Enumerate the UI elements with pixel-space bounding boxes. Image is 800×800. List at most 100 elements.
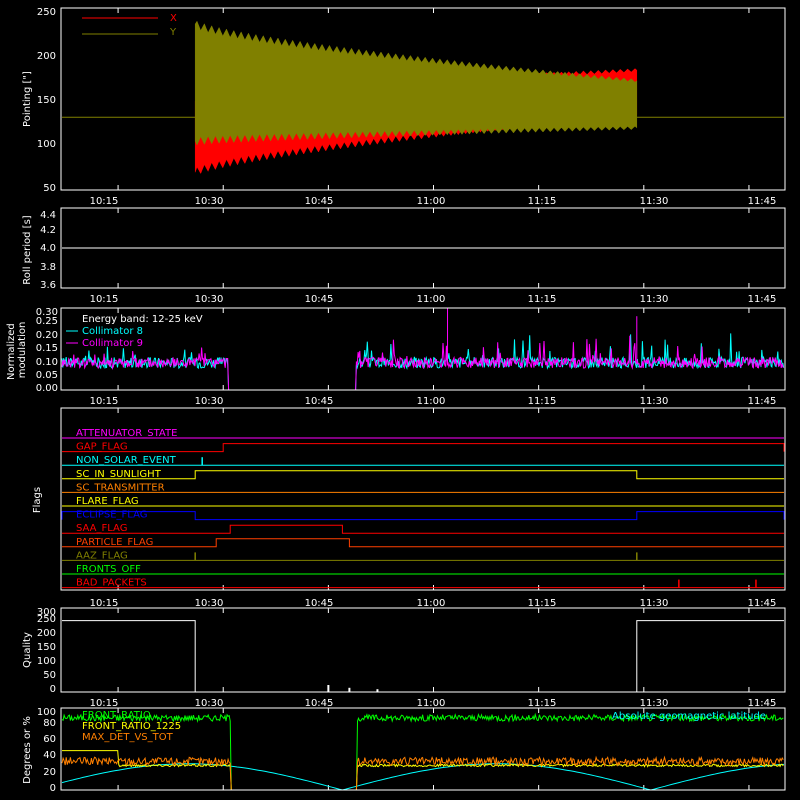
roll-y-tick: 3.8 bbox=[40, 262, 56, 273]
panel-roll-period: 3.6 3.8 4.0 4.2 4.4 Roll period [s] 10:1… bbox=[22, 207, 786, 305]
flag-label: ECLIPSE_FLAG bbox=[76, 510, 147, 521]
flag-label: PARTICLE_FLAG bbox=[76, 537, 153, 548]
x-tick-label: 11:30 bbox=[640, 396, 669, 407]
x-tick-label: 11:30 bbox=[640, 698, 669, 709]
x-tick-label: 11:00 bbox=[417, 294, 446, 305]
geo-y-tick: 80 bbox=[43, 718, 56, 729]
legend-label-collimator-9: Collimator 9 bbox=[82, 338, 143, 349]
quality-y-tick: 200 bbox=[37, 628, 56, 639]
modulation-y-label: Normalized modulation bbox=[6, 320, 28, 380]
pointing-legend: X Y bbox=[82, 13, 177, 38]
x-tick-label: 10:30 bbox=[195, 598, 224, 609]
x-tick-label: 11:30 bbox=[640, 598, 669, 609]
quality-segment bbox=[62, 620, 196, 692]
quality-y-label: Quality bbox=[22, 632, 33, 668]
quality-y-tick: 50 bbox=[43, 670, 56, 681]
ratio-series-1 bbox=[61, 712, 784, 791]
mod-y-tick: 0.05 bbox=[36, 370, 58, 381]
roll-y-tick: 4.0 bbox=[40, 243, 56, 254]
quality-y-tick: 250 bbox=[37, 614, 56, 625]
x-tick-label: 11:15 bbox=[528, 396, 557, 407]
pointing-plot-area bbox=[62, 8, 784, 190]
pointing-y-tick: 250 bbox=[37, 7, 56, 18]
modulation-y-label-line1: Normalized bbox=[6, 323, 17, 380]
x-tick-label: 11:45 bbox=[748, 396, 777, 407]
x-tick-label: 11:15 bbox=[528, 294, 557, 305]
x-tick-label: 11:00 bbox=[417, 698, 446, 709]
roll-y-tick: 4.2 bbox=[40, 225, 56, 236]
x-tick-label: 10:15 bbox=[90, 196, 119, 207]
geo-y-tick: 40 bbox=[43, 750, 56, 761]
mod-y-tick: 0.15 bbox=[36, 343, 58, 354]
pointing-axes-frame bbox=[60, 7, 786, 191]
flag-label: AAZ_FLAG bbox=[76, 550, 128, 561]
flag-label: FRONTS_OFF bbox=[76, 564, 141, 575]
x-tick-label: 11:45 bbox=[748, 598, 777, 609]
ratio-series-2 bbox=[62, 750, 784, 791]
flag-label: ATTENUATOR_STATE bbox=[76, 428, 177, 439]
geo-axes-frame bbox=[60, 707, 786, 791]
legend-label-front-ratio-1225: FRONT_RATIO_1225 bbox=[82, 721, 181, 732]
x-tick-label: 10:45 bbox=[305, 396, 334, 407]
quality-y-tick: 100 bbox=[37, 656, 56, 667]
geo-y-tick: 0 bbox=[50, 783, 56, 794]
panel-quality: 0 50 100 150 200 250 300 Quality 10:15 1… bbox=[22, 607, 786, 709]
mod-y-tick: 0.25 bbox=[36, 316, 58, 327]
flag-trace bbox=[61, 511, 785, 521]
pointing-y-tick: 50 bbox=[43, 183, 56, 194]
flag-label: FLARE_FLAG bbox=[76, 496, 139, 507]
roll-y-tick: 4.4 bbox=[40, 210, 56, 221]
x-tick-label: 10:15 bbox=[90, 598, 119, 609]
x-tick-label: 11:45 bbox=[748, 196, 777, 207]
x-tick-label: 11:30 bbox=[640, 196, 669, 207]
mod-y-tick: 0.20 bbox=[36, 330, 58, 341]
geo-plot-area bbox=[61, 708, 785, 791]
legend-label-y: Y bbox=[169, 27, 177, 38]
x-tick-label: 10:15 bbox=[90, 396, 119, 407]
pointing-y-tick: 100 bbox=[37, 139, 56, 150]
x-tick-label: 10:30 bbox=[195, 396, 224, 407]
flag-label: GAP_FLAG bbox=[76, 442, 128, 453]
panel-geomagnetic: 0 20 40 60 80 100 Degrees or % FRONT_RAT… bbox=[22, 707, 786, 794]
legend-label-front-ratio: FRONT_RATIO bbox=[82, 710, 151, 721]
x-tick-label: 10:30 bbox=[195, 698, 224, 709]
flags-plot-area: ATTENUATOR_STATE GAP_FLAG NON_SOLAR_EVENT S… bbox=[61, 408, 785, 590]
ratio-series-3 bbox=[61, 755, 784, 791]
modulation-plot-area bbox=[61, 308, 785, 391]
quality-segment bbox=[636, 620, 784, 692]
x-tick-label: 10:45 bbox=[305, 598, 334, 609]
flag-trace bbox=[62, 443, 785, 453]
quality-y-tick: 0 bbox=[50, 684, 56, 695]
geo-y-label: Degrees or % bbox=[22, 716, 33, 784]
x-tick-label: 11:45 bbox=[748, 698, 777, 709]
panel-flags: ATTENUATOR_STATE GAP_FLAG NON_SOLAR_EVENT S… bbox=[32, 407, 786, 609]
flags-y-label: Flags bbox=[32, 487, 43, 513]
mod-y-tick: 0.10 bbox=[36, 357, 58, 368]
flag-label: SAA_FLAG bbox=[76, 523, 127, 534]
x-tick-label: 10:45 bbox=[305, 196, 334, 207]
modulation-energy-band: Energy band: 12-25 keV bbox=[82, 314, 203, 325]
modulation-axes-frame bbox=[60, 307, 786, 391]
x-tick-label: 10:45 bbox=[305, 698, 334, 709]
quality-y-tick: 150 bbox=[37, 642, 56, 653]
geo-y-tick: 100 bbox=[37, 707, 56, 718]
quality-x-ticks: 10:15 10:30 10:45 11:00 11:15 11:30 11:4… bbox=[90, 698, 777, 709]
flag-trace bbox=[62, 538, 784, 548]
x-tick-label: 10:30 bbox=[195, 294, 224, 305]
x-tick-label: 10:30 bbox=[195, 196, 224, 207]
roll-plot-area bbox=[62, 208, 784, 288]
modulation-series-9 bbox=[61, 335, 784, 391]
mod-y-tick: 0.30 bbox=[36, 307, 58, 318]
flag-trace bbox=[62, 524, 784, 534]
quality-axes-frame bbox=[60, 607, 786, 693]
legend-label-max-det-vs-tot: MAX_DET_VS_TOT bbox=[82, 732, 174, 743]
pointing-y-tick: 200 bbox=[37, 51, 56, 62]
x-tick-label: 10:15 bbox=[90, 698, 119, 709]
x-tick-label: 11:15 bbox=[528, 598, 557, 609]
x-tick-label: 10:45 bbox=[305, 294, 334, 305]
x-tick-label: 11:00 bbox=[417, 396, 446, 407]
flag-label: SC_IN_SUNLIGHT bbox=[76, 469, 162, 480]
geo-y-tick: 60 bbox=[43, 734, 56, 745]
pointing-y-envelope bbox=[194, 20, 638, 146]
